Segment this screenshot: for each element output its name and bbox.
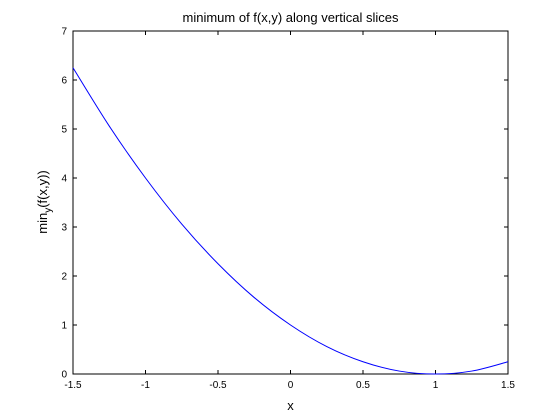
x-tick-label: 1 [433, 380, 439, 391]
y-tick-label: 7 [61, 27, 67, 38]
y-axis-label-suffix: (f(x,y)) [35, 170, 50, 208]
series-layer [72, 67, 509, 375]
x-tick-label: -0.5 [209, 380, 227, 391]
x-tick-label: -1 [141, 380, 150, 391]
x-tick-label: 1.5 [501, 380, 515, 391]
y-axis-label-main: min [35, 213, 50, 234]
y-axis-label: miny(f(x,y)) [35, 170, 54, 234]
x-tick-label: -1.5 [64, 380, 82, 391]
plot-area [72, 30, 509, 375]
x-tick-label: 0.5 [356, 380, 370, 391]
chart-title: minimum of f(x,y) along vertical slices [183, 10, 399, 25]
y-tick-label: 2 [61, 272, 67, 283]
y-axis-ticks: 0 1 2 3 4 5 6 7 [61, 27, 508, 381]
y-axis-label-subscript: y [43, 208, 54, 213]
y-tick-label: 0 [61, 370, 67, 381]
y-tick-label: 5 [61, 125, 67, 136]
x-axis-ticks: -1.5 -1 -0.5 0 0.5 1 1.5 [64, 31, 515, 391]
x-axis-label: x [287, 398, 294, 413]
y-tick-label: 6 [61, 76, 67, 87]
y-tick-label: 3 [61, 223, 67, 234]
y-tick-label: 1 [61, 321, 67, 332]
y-tick-label: 4 [61, 174, 67, 185]
series-line [72, 67, 509, 375]
x-tick-label: 0 [288, 380, 294, 391]
